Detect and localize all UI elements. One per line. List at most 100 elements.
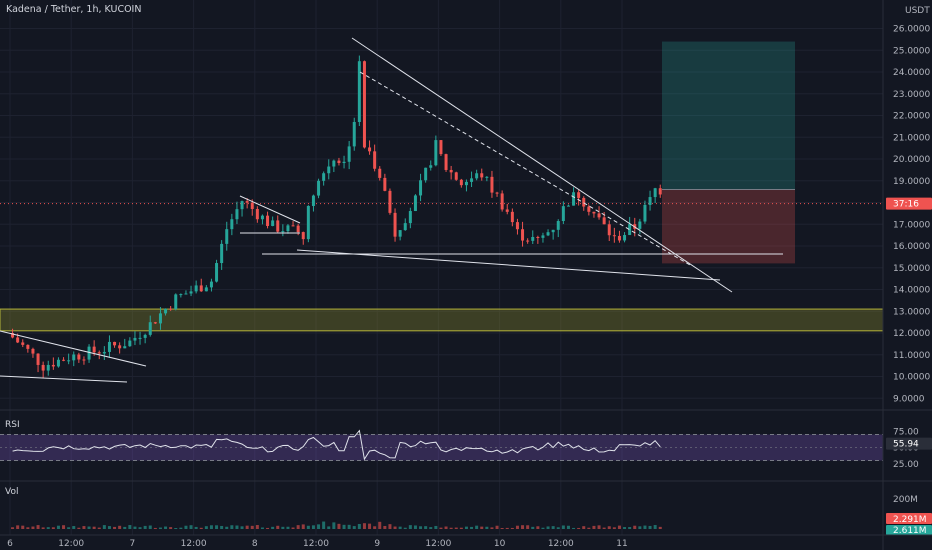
volume-bar[interactable]: [41, 527, 45, 529]
volume-bar[interactable]: [327, 526, 331, 529]
volume-bar[interactable]: [658, 526, 662, 529]
volume-bar[interactable]: [546, 526, 550, 529]
candle-body[interactable]: [128, 340, 132, 347]
volume-bar[interactable]: [398, 526, 402, 529]
candle-body[interactable]: [271, 220, 275, 226]
candle-body[interactable]: [311, 195, 315, 206]
candle-body[interactable]: [536, 236, 540, 238]
candle-body[interactable]: [526, 240, 530, 242]
volume-bar[interactable]: [383, 525, 387, 529]
volume-bar[interactable]: [199, 527, 203, 529]
candle-body[interactable]: [342, 161, 346, 164]
volume-bar[interactable]: [322, 521, 326, 529]
volume-bar[interactable]: [87, 526, 91, 529]
volume-bar[interactable]: [133, 526, 137, 529]
candle-body[interactable]: [184, 293, 188, 295]
target-zone[interactable]: [662, 41, 795, 190]
volume-bar[interactable]: [582, 526, 586, 529]
volume-bar[interactable]: [169, 527, 173, 529]
candle-body[interactable]: [337, 160, 341, 164]
candle-body[interactable]: [602, 217, 606, 225]
volume-bar[interactable]: [388, 524, 392, 529]
candle-body[interactable]: [556, 221, 560, 230]
volume-bar[interactable]: [342, 524, 346, 529]
candle-body[interactable]: [495, 192, 499, 194]
volume-bar[interactable]: [434, 525, 438, 529]
candle-body[interactable]: [658, 188, 662, 195]
volume-bar[interactable]: [352, 526, 356, 529]
volume-bar[interactable]: [240, 526, 244, 529]
candle-body[interactable]: [179, 294, 183, 296]
volume-bar[interactable]: [617, 525, 621, 529]
volume-bar[interactable]: [561, 525, 565, 529]
candle-body[interactable]: [21, 342, 25, 345]
candle-body[interactable]: [577, 192, 581, 198]
candle-body[interactable]: [118, 345, 122, 349]
candle-body[interactable]: [158, 313, 162, 324]
volume-bar[interactable]: [612, 527, 616, 529]
volume-bar[interactable]: [158, 527, 162, 529]
candle-body[interactable]: [26, 344, 30, 349]
volume-bar[interactable]: [143, 525, 147, 529]
volume-bar[interactable]: [56, 525, 60, 529]
volume-bar[interactable]: [291, 527, 295, 529]
candle-body[interactable]: [189, 291, 193, 294]
volume-bar[interactable]: [587, 527, 591, 529]
volume-bar[interactable]: [250, 525, 254, 529]
candle-body[interactable]: [72, 354, 76, 361]
volume-bar[interactable]: [572, 527, 576, 529]
candle-body[interactable]: [561, 206, 565, 222]
volume-bar[interactable]: [194, 526, 198, 529]
trend-line[interactable]: [351, 37, 733, 293]
volume-bar[interactable]: [531, 526, 535, 529]
volume-bar[interactable]: [235, 525, 239, 529]
candle-body[interactable]: [587, 206, 591, 212]
volume-bar[interactable]: [393, 526, 397, 529]
candle-body[interactable]: [582, 197, 586, 207]
volume-bar[interactable]: [470, 526, 474, 529]
candle-body[interactable]: [174, 294, 178, 310]
stop-zone[interactable]: [662, 189, 795, 264]
trend-line[interactable]: [0, 375, 128, 383]
volume-bar[interactable]: [174, 527, 178, 529]
volume-bar[interactable]: [490, 527, 494, 529]
candle-body[interactable]: [531, 236, 535, 241]
volume-bar[interactable]: [362, 523, 366, 529]
candle-body[interactable]: [220, 243, 224, 264]
volume-bar[interactable]: [164, 526, 168, 529]
volume-bar[interactable]: [215, 525, 219, 529]
volume-bar[interactable]: [419, 526, 423, 529]
volume-bar[interactable]: [500, 527, 504, 529]
volume-bar[interactable]: [31, 526, 35, 529]
candle-body[interactable]: [102, 351, 106, 354]
candle-body[interactable]: [393, 212, 397, 237]
candle-body[interactable]: [362, 61, 366, 148]
candle-body[interactable]: [230, 219, 234, 230]
candle-body[interactable]: [291, 225, 295, 227]
candle-body[interactable]: [67, 360, 71, 362]
volume-bar[interactable]: [413, 525, 417, 529]
volume-bar[interactable]: [179, 527, 183, 529]
candle-body[interactable]: [194, 285, 198, 292]
volume-bar[interactable]: [281, 526, 285, 529]
candle-body[interactable]: [143, 334, 147, 338]
volume-bar[interactable]: [153, 527, 157, 529]
volume-bar[interactable]: [230, 525, 234, 529]
volume-bar[interactable]: [373, 526, 377, 529]
candle-body[interactable]: [551, 229, 555, 233]
volume-bar[interactable]: [439, 527, 443, 529]
candle-body[interactable]: [301, 232, 305, 240]
candle-body[interactable]: [500, 193, 504, 210]
candle-body[interactable]: [510, 211, 514, 223]
candle-body[interactable]: [541, 235, 545, 238]
volume-bar[interactable]: [505, 527, 509, 529]
volume-bar[interactable]: [301, 524, 305, 529]
candle-body[interactable]: [31, 348, 35, 354]
volume-bar[interactable]: [556, 527, 560, 529]
candle-body[interactable]: [413, 195, 417, 212]
volume-bar[interactable]: [521, 525, 525, 529]
candle-body[interactable]: [475, 173, 479, 179]
volume-bar[interactable]: [454, 527, 458, 529]
candle-body[interactable]: [260, 215, 264, 220]
candle-body[interactable]: [388, 190, 392, 213]
